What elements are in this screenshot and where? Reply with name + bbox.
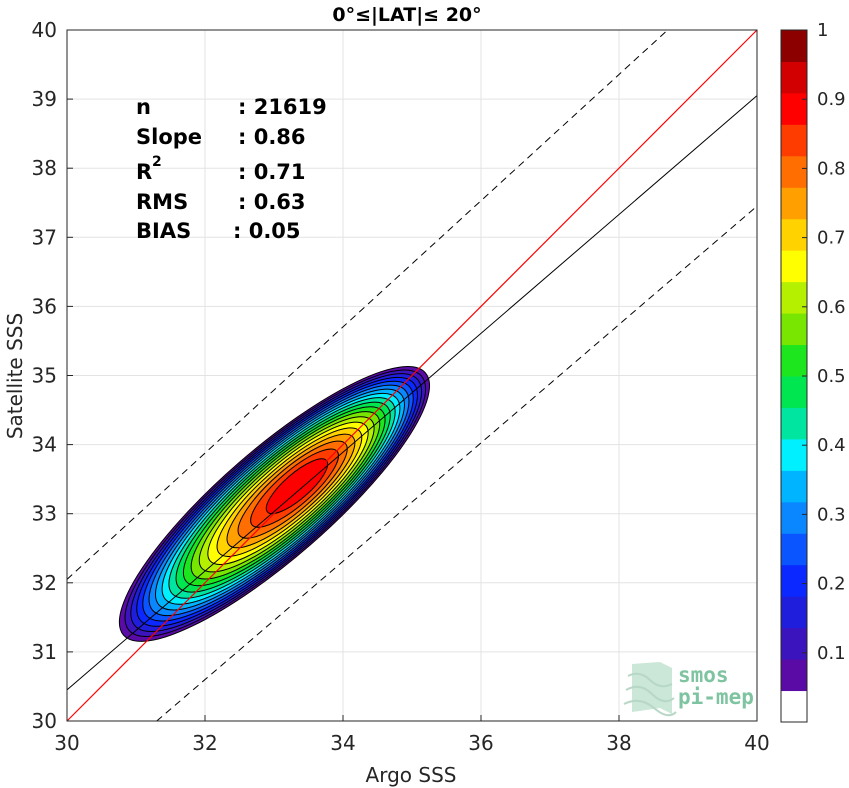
colorbar-segment [781,533,807,566]
colorbar-segment [781,281,807,314]
regression-line [66,95,758,691]
smos-pi-mep-logo: smos pi-mep [623,662,754,717]
colorbar-segment [781,218,807,251]
stat-slope-label: Slope [136,125,202,149]
colorbar-segment [781,155,807,188]
colorbar-tick-label: 0.1 [817,643,846,664]
logo-line1: smos [678,663,729,687]
colorbar-segment [781,690,807,723]
stat-r2-sup: 2 [152,154,162,170]
y-tick-label: 37 [32,225,57,249]
stats-block: n : 21619 Slope : 0.86 R 2 : 0.71 RMS : … [136,95,327,243]
colorbar-segment [781,124,807,157]
colorbar-tick-label: 0.9 [817,89,846,110]
stat-r2-label: R [136,160,152,184]
stat-rms-label: RMS [136,190,188,214]
x-tick-label: 36 [468,731,493,755]
stat-r2-value: : 0.71 [238,160,306,184]
y-tick-label: 33 [32,502,57,526]
y-axis-label: Satellite SSS [3,313,27,439]
colorbar-tick-label: 0.7 [817,228,846,249]
stat-n-label: n [136,95,151,119]
colorbar-segment [781,61,807,94]
y-tick-label: 31 [32,640,57,664]
colorbar-segment [781,187,807,220]
y-tick-label: 36 [32,294,57,318]
colorbar-segment [781,438,807,471]
y-tick-label: 34 [32,433,57,457]
y-tick-label: 35 [32,364,57,388]
colorbar-ticks: 0.1 0.2 0.3 0.4 0.5 0.6 0.7 0.8 0.9 1 [802,20,846,664]
logo-wave-icon [623,662,677,717]
colorbar-tick-label: 0.6 [817,297,846,318]
colorbar-tick-label: 0.8 [817,158,846,179]
y-tick-label: 32 [32,571,57,595]
reference-lines [66,29,758,722]
colorbar-segment [781,30,807,62]
colorbar-segment [781,250,807,283]
colorbar-segment [781,344,807,377]
colorbar-segment [781,627,807,660]
y-tick-label: 38 [32,156,57,180]
y-axis-ticks: 30 31 32 33 34 35 36 37 38 39 40 [32,18,73,733]
colorbar [780,29,808,723]
stat-bias-label: BIAS [136,219,191,243]
colorbar-tick-label: 0.3 [817,504,846,525]
x-tick-label: 40 [744,731,769,755]
y-tick-label: 30 [32,709,57,733]
colorbar-tick-label: 0.2 [817,574,846,595]
colorbar-segment [781,407,807,440]
colorbar-segment [781,501,807,534]
colorbar-segment [781,659,807,692]
stat-bias-value: : 0.05 [233,219,301,243]
stat-slope-value: : 0.86 [238,125,306,149]
colorbar-segment [781,313,807,346]
y-tick-label: 39 [32,87,57,111]
x-tick-label: 30 [54,731,79,755]
chart-title: 0°≤|LAT|≤ 20° [332,4,481,26]
colorbar-segment [781,470,807,503]
stat-rms-value: : 0.63 [238,190,306,214]
x-tick-label: 38 [606,731,631,755]
x-axis-ticks: 30 32 34 36 38 40 [54,715,770,755]
colorbar-tick-label: 0.4 [817,435,846,456]
identity-line [66,29,758,722]
upper-bound-line [66,29,668,580]
stat-n-value: : 21619 [238,95,327,119]
colorbar-segment [781,564,807,597]
colorbar-segment [781,92,807,125]
x-tick-label: 34 [330,731,355,755]
colorbar-tick-label: 1 [817,20,828,41]
x-axis-label: Argo SSS [366,763,457,787]
colorbar-tick-label: 0.5 [817,366,846,387]
colorbar-segment [781,376,807,408]
y-tick-label: 40 [32,18,57,42]
logo-line2: pi-mep [678,685,754,709]
colorbar-segment [781,596,807,629]
x-tick-label: 32 [192,731,217,755]
